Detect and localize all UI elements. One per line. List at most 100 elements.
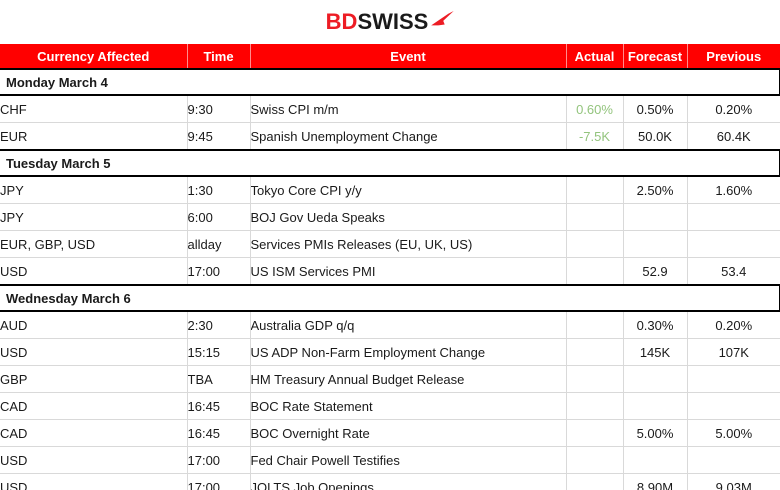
previous-cell — [687, 365, 780, 393]
previous-cell: 1.60% — [687, 176, 780, 204]
event-row: EUR, GBP, USD allday Services PMIs Relea… — [0, 230, 780, 258]
day-label: Monday March 4 — [0, 68, 780, 96]
actual-cell — [566, 473, 624, 490]
previous-cell: 0.20% — [687, 311, 780, 339]
forecast-cell — [623, 446, 688, 474]
day-section-row: Monday March 4 — [0, 68, 780, 96]
event-cell: Australia GDP q/q — [250, 311, 567, 339]
bdswiss-arrow-icon — [430, 11, 455, 33]
forecast-cell — [623, 365, 688, 393]
currency-cell: USD — [0, 257, 188, 286]
event-cell: HM Treasury Annual Budget Release — [250, 365, 567, 393]
forecast-cell: 52.9 — [623, 257, 688, 286]
event-row: JPY 1:30 Tokyo Core CPI y/y 2.50% 1.60% — [0, 176, 780, 204]
currency-cell: EUR — [0, 122, 188, 151]
calendar-header: Currency Affected Time Event Actual Fore… — [0, 44, 780, 69]
logo-text-bd: BD — [325, 9, 358, 34]
time-cell: 1:30 — [187, 176, 251, 204]
header-event: Event — [249, 44, 566, 69]
currency-cell: CAD — [0, 419, 188, 447]
event-row: USD 17:00 Fed Chair Powell Testifies — [0, 446, 780, 474]
time-cell: 17:00 — [187, 473, 251, 490]
actual-cell — [566, 203, 624, 231]
time-cell: TBA — [187, 365, 251, 393]
forecast-cell: 8.90M — [623, 473, 688, 490]
logo-bar: BD SWISS — [0, 0, 780, 44]
currency-cell: USD — [0, 473, 188, 490]
actual-cell — [566, 392, 624, 420]
forecast-cell — [623, 230, 688, 258]
actual-cell — [566, 176, 624, 204]
header-actual: Actual — [565, 44, 623, 69]
event-row: AUD 2:30 Australia GDP q/q 0.30% 0.20% — [0, 311, 780, 339]
day-label: Tuesday March 5 — [0, 149, 780, 177]
forecast-cell — [623, 203, 688, 231]
forecast-cell: 0.50% — [623, 95, 688, 123]
forecast-cell: 2.50% — [623, 176, 688, 204]
previous-cell: 107K — [687, 338, 780, 366]
currency-cell: USD — [0, 446, 188, 474]
event-row: USD 17:00 JOLTS Job Openings 8.90M 9.03M — [0, 473, 780, 490]
event-cell: BOJ Gov Ueda Speaks — [250, 203, 567, 231]
previous-cell — [687, 446, 780, 474]
event-row: GBP TBA HM Treasury Annual Budget Releas… — [0, 365, 780, 393]
day-section-row: Wednesday March 6 — [0, 284, 780, 312]
day-label: Wednesday March 6 — [0, 284, 780, 312]
header-currency-affected: Currency Affected — [0, 44, 187, 69]
event-cell: US ISM Services PMI — [250, 257, 567, 286]
time-cell: 9:45 — [187, 122, 251, 151]
header-previous: Previous — [686, 44, 780, 69]
time-cell: 17:00 — [187, 257, 251, 286]
event-cell: Spanish Unemployment Change — [250, 122, 567, 151]
time-cell: allday — [187, 230, 251, 258]
event-cell: BOC Rate Statement — [250, 392, 567, 420]
previous-cell: 5.00% — [687, 419, 780, 447]
actual-cell: 0.60% — [566, 95, 624, 123]
previous-cell: 9.03M — [687, 473, 780, 490]
event-cell: JOLTS Job Openings — [250, 473, 567, 490]
actual-cell — [566, 419, 624, 447]
currency-cell: JPY — [0, 203, 188, 231]
previous-cell: 0.20% — [687, 95, 780, 123]
previous-cell — [687, 230, 780, 258]
currency-cell: JPY — [0, 176, 188, 204]
time-cell: 15:15 — [187, 338, 251, 366]
bdswiss-logo: BD SWISS — [326, 11, 455, 33]
event-row: EUR 9:45 Spanish Unemployment Change -7.… — [0, 122, 780, 151]
actual-cell — [566, 446, 624, 474]
calendar-body: Monday March 4 CHF 9:30 Swiss CPI m/m 0.… — [0, 68, 780, 490]
time-cell: 6:00 — [187, 203, 251, 231]
logo-text-swiss: SWISS — [357, 9, 429, 34]
event-cell: Swiss CPI m/m — [250, 95, 567, 123]
currency-cell: EUR, GBP, USD — [0, 230, 188, 258]
time-cell: 16:45 — [187, 419, 251, 447]
forecast-cell: 0.30% — [623, 311, 688, 339]
actual-value: 0.60% — [576, 101, 613, 117]
header-time: Time — [186, 44, 250, 69]
event-row: USD 17:00 US ISM Services PMI 52.9 53.4 — [0, 257, 780, 286]
currency-cell: GBP — [0, 365, 188, 393]
event-cell: Tokyo Core CPI y/y — [250, 176, 567, 204]
actual-cell — [566, 311, 624, 339]
previous-cell — [687, 392, 780, 420]
time-cell: 17:00 — [187, 446, 251, 474]
time-cell: 16:45 — [187, 392, 251, 420]
event-cell: Services PMIs Releases (EU, UK, US) — [250, 230, 567, 258]
event-cell: Fed Chair Powell Testifies — [250, 446, 567, 474]
actual-cell — [566, 230, 624, 258]
currency-cell: CAD — [0, 392, 188, 420]
actual-value: -7.5K — [578, 128, 611, 144]
actual-cell: -7.5K — [566, 122, 624, 151]
currency-cell: CHF — [0, 95, 188, 123]
currency-cell: AUD — [0, 311, 188, 339]
actual-cell — [566, 257, 624, 286]
actual-cell — [566, 365, 624, 393]
previous-cell: 53.4 — [687, 257, 780, 286]
currency-cell: USD — [0, 338, 188, 366]
time-cell: 2:30 — [187, 311, 251, 339]
header-forecast: Forecast — [622, 44, 687, 69]
day-section-row: Tuesday March 5 — [0, 149, 780, 177]
time-cell: 9:30 — [187, 95, 251, 123]
event-row: CAD 16:45 BOC Overnight Rate 5.00% 5.00% — [0, 419, 780, 447]
forecast-cell: 145K — [623, 338, 688, 366]
